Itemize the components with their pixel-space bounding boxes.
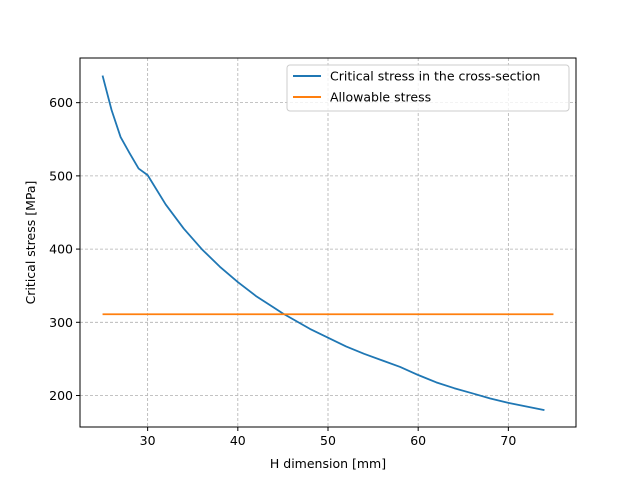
ticks: 30 40 50 60 70 200 300 400 500 600 xyxy=(49,95,516,448)
y-tick-label: 300 xyxy=(49,315,73,330)
y-axis-label: Critical stress [MPa] xyxy=(23,181,38,305)
legend: Critical stress in the cross-section All… xyxy=(286,64,570,112)
legend-label-allowable-stress: Allowable stress xyxy=(330,90,431,105)
x-axis-label: H dimension [mm] xyxy=(270,456,386,471)
x-tick-label: 30 xyxy=(140,433,156,448)
x-tick-label: 40 xyxy=(230,433,246,448)
y-tick-label: 600 xyxy=(49,95,73,110)
grid xyxy=(80,58,576,427)
series-line-critical-stress xyxy=(101,75,545,412)
series-layer xyxy=(101,75,554,412)
y-tick-label: 200 xyxy=(49,388,73,403)
legend-box xyxy=(286,64,570,112)
x-tick-label: 70 xyxy=(500,433,516,448)
y-tick-label: 500 xyxy=(49,168,73,183)
y-tick-label: 400 xyxy=(49,242,73,257)
x-tick-label: 60 xyxy=(410,433,426,448)
x-tick-label: 50 xyxy=(320,433,336,448)
legend-label-critical-stress: Critical stress in the cross-section xyxy=(330,69,540,84)
